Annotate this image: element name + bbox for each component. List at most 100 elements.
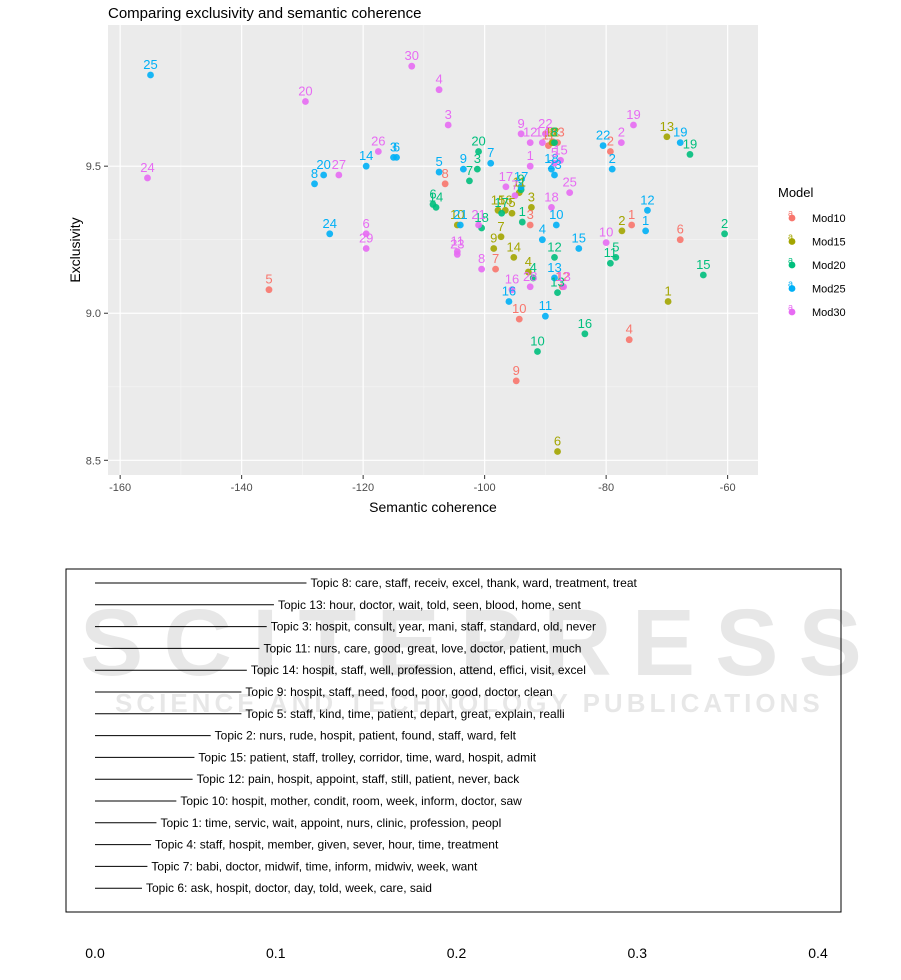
grid-lines	[108, 25, 758, 475]
point-label-mod30-topic-19: 19	[626, 107, 640, 122]
topic-label: Topic 15: patient, staff, trolley, corri…	[198, 750, 536, 764]
point-label-mod30-topic-17: 17	[499, 169, 513, 184]
point-label-mod20-topic-18: 18	[474, 210, 488, 225]
topic-label: Topic 4: staff, hospit, member, given, s…	[155, 838, 499, 852]
x-tick-label: -160	[109, 482, 131, 494]
topic-label: Topic 3: hospit, consult, year, mani, st…	[271, 620, 596, 634]
point-label-mod30-topic-23: 23	[450, 236, 464, 251]
point-mod10-topic-2	[606, 148, 614, 155]
point-label-mod25-topic-16: 16	[502, 283, 516, 298]
point-mod20-topic-10	[534, 348, 541, 355]
point-label-mod15-topic-3: 3	[528, 189, 535, 204]
point-mod30-topic-22	[541, 130, 549, 138]
point-label-mod15-topic-2: 2	[618, 213, 625, 228]
point-label-mod15-topic-5: 5	[508, 195, 515, 210]
point-label-mod20-topic-11: 11	[604, 245, 618, 260]
point-label-mod20-topic-8: 8	[551, 125, 558, 140]
point-label-mod15-topic-12: 12	[545, 125, 559, 140]
point-mod20-topic-1	[518, 218, 526, 226]
point-label-mod30-topic-20: 20	[298, 83, 312, 98]
legend-key-letter: a	[788, 208, 793, 218]
point-label-mod20-topic-16: 16	[578, 316, 592, 331]
point-mod30-topic-27	[335, 171, 343, 179]
point-mod15-topic-13	[663, 133, 671, 141]
point-label-mod15-topic-16: 16	[498, 192, 512, 207]
point-label-mod30-topic-9: 9	[517, 116, 524, 131]
topic-bar-chart: Topic 8: care, staff, receiv, excel, tha…	[65, 568, 842, 961]
legend-key-mod20	[788, 261, 796, 269]
point-mod30-topic-29	[362, 245, 370, 252]
point-mod10-topic-9	[512, 377, 520, 385]
point-mod30-topic-8	[478, 265, 485, 273]
point-mod10-topic-7	[492, 265, 499, 273]
point-mod30-topic-1	[526, 162, 534, 170]
point-label-mod30-topic-21: 21	[471, 207, 485, 222]
point-mod25-topic-11	[541, 312, 549, 320]
topic-label: Topic 10: hospit, mother, condit, room, …	[180, 794, 522, 808]
point-label-mod25-topic-4: 4	[539, 222, 546, 237]
bar-x-tick-label: 0.4	[808, 945, 828, 961]
point-mod10-topic-1	[628, 221, 636, 229]
topic-label: Topic 7: babi, doctor, midwif, time, inf…	[151, 859, 478, 873]
topic-label: Topic 13: hour, doctor, wait, told, seen…	[278, 598, 582, 612]
point-label-mod15-topic-9: 9	[490, 231, 497, 246]
point-label-mod20-topic-13: 13	[550, 275, 564, 290]
point-label-mod10-topic-7: 7	[492, 251, 499, 266]
point-label-mod15-topic-7: 7	[497, 219, 504, 234]
point-label-mod15-topic-1: 1	[664, 283, 671, 298]
point-mod25-topic-8	[311, 180, 318, 188]
point-label-mod25-topic-22: 22	[596, 128, 610, 143]
point-mod30-topic-23	[453, 251, 461, 258]
point-label-mod20-topic-14: 14	[429, 189, 443, 204]
point-mod15-topic-4	[524, 268, 532, 276]
point-label-mod10-topic-13: 13	[550, 125, 564, 140]
point-label-mod10-topic-4: 4	[626, 322, 633, 337]
point-label-mod25-topic-18: 18	[544, 151, 558, 166]
point-mod30-topic-20	[302, 98, 309, 105]
topic-label: Topic 5: staff, kind, time, patient, dep…	[245, 707, 564, 721]
bar-x-tick-label: 0.1	[266, 945, 286, 961]
point-label-mod30-topic-3: 3	[445, 107, 452, 122]
point-mod15-topic-3	[528, 203, 535, 211]
point-mod25-topic-20	[320, 171, 328, 179]
point-label-mod30-topic-6: 6	[363, 216, 370, 231]
point-label-mod30-topic-30: 30	[405, 48, 419, 63]
point-mod10-topic-8	[441, 180, 449, 188]
point-mod20-topic-5	[612, 253, 620, 261]
point-label-mod10-topic-9: 9	[513, 363, 520, 378]
point-label-mod30-topic-22: 22	[538, 116, 552, 131]
point-label-mod30-topic-18: 18	[544, 189, 558, 204]
point-mod30-topic-17	[502, 183, 510, 191]
point-mod30-topic-24	[144, 174, 151, 182]
legend-item-mod25: Mod25	[812, 284, 846, 296]
point-label-mod20-topic-10: 10	[530, 333, 544, 348]
legend-key-mod10	[788, 214, 796, 222]
point-label-mod20-topic-1: 1	[519, 204, 526, 219]
y-tick-label: 8.5	[86, 455, 101, 467]
point-mod25-topic-4	[538, 236, 546, 244]
point-mod20-topic-3	[473, 165, 481, 173]
point-mod25-topic-5	[435, 168, 443, 176]
topic-label: Topic 9: hospit, staff, need, food, poor…	[245, 685, 552, 699]
point-mod15-topic-6	[554, 448, 561, 455]
point-label-mod15-topic-15: 15	[491, 192, 505, 207]
point-mod20-topic-13	[554, 289, 561, 297]
point-mod20-topic-12	[551, 253, 558, 261]
x-tick-label: -120	[352, 482, 374, 494]
point-label-mod20-topic-2: 2	[721, 216, 728, 231]
point-label-mod20-topic-7: 7	[466, 163, 473, 178]
point-mod30-topic-21	[475, 221, 482, 229]
plot-panel	[108, 25, 758, 475]
legend-item-mod30: Mod30	[812, 307, 846, 319]
topic-label: Topic 14: hospit, staff, well, professio…	[251, 663, 586, 677]
point-mod30-topic-18	[548, 203, 555, 211]
legend-key-mod15	[788, 238, 796, 245]
point-label-mod20-topic-17: 17	[494, 195, 508, 210]
legend-key-letter: a	[788, 279, 793, 289]
y-axis-label: Exclusivity	[67, 217, 83, 282]
point-label-mod30-topic-15: 15	[553, 142, 567, 157]
point-mod30-topic-19	[630, 121, 637, 129]
point-mod20-topic-15	[699, 271, 707, 279]
point-mod30-topic-7	[511, 192, 519, 199]
